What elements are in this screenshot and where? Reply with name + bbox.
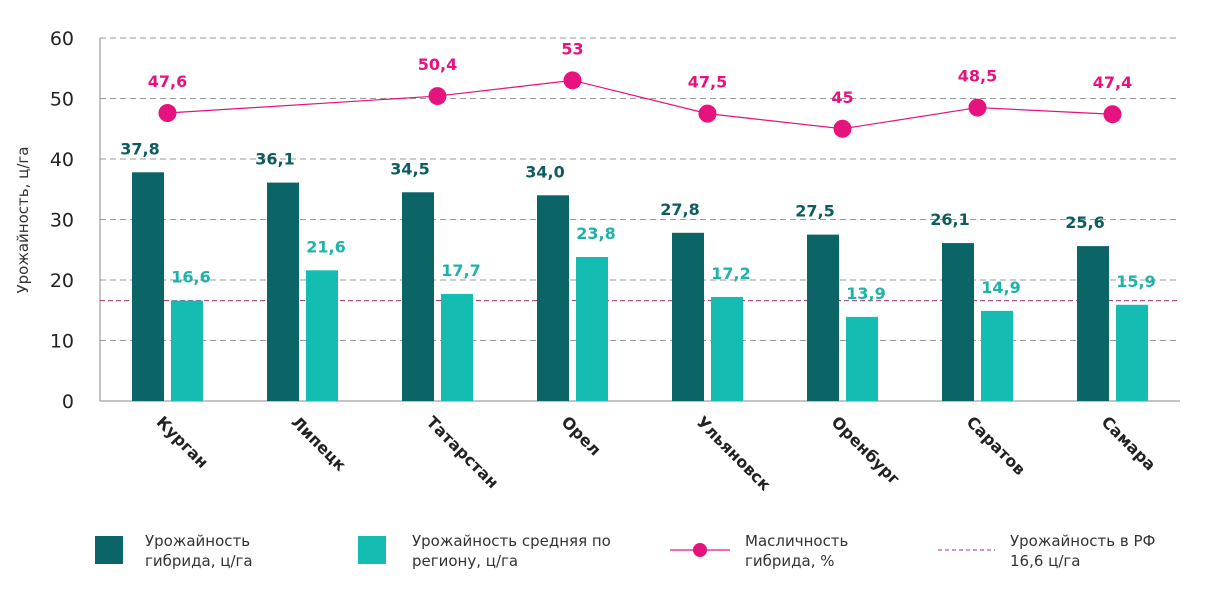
line-point: [563, 71, 582, 90]
y-tick-label: 60: [50, 28, 74, 50]
bar: [846, 316, 878, 401]
x-tick-label: Ульяновск: [693, 412, 775, 494]
x-tick-label: Татарстан: [423, 412, 503, 492]
x-tick-label: Оренбург: [828, 412, 904, 488]
bar: [807, 234, 839, 401]
bar: [711, 296, 743, 401]
data-label: 25,6: [1065, 213, 1104, 232]
data-label: 13,9: [846, 284, 885, 303]
line-point: [833, 119, 852, 138]
bar: [441, 293, 473, 401]
y-tick-label: 40: [50, 149, 74, 171]
data-label: 34,0: [525, 162, 564, 181]
bar: [981, 310, 1013, 401]
x-tick-label: Курган: [153, 412, 213, 472]
y-tick-label: 30: [50, 210, 74, 232]
data-label: 17,7: [441, 261, 480, 280]
legend-label: Урожайность гибрида, ц/га: [145, 532, 253, 570]
data-label: 47,4: [1093, 73, 1132, 92]
bar: [576, 257, 608, 401]
legend-swatch: [358, 536, 386, 564]
legend-label: Масличность гибрида, %: [745, 532, 849, 570]
y-tick-label: 50: [50, 89, 74, 111]
bar: [306, 270, 338, 401]
data-label: 47,5: [688, 73, 727, 92]
data-label: 16,6: [171, 268, 210, 287]
data-label: 37,8: [120, 139, 159, 158]
data-label: 23,8: [576, 224, 615, 243]
legend-label: Урожайность в РФ 16,6 ц/га: [1010, 532, 1156, 570]
legend-swatch: [693, 543, 707, 557]
bar: [537, 195, 569, 401]
data-label: 45: [831, 88, 853, 107]
bar: [942, 243, 974, 401]
bar: [1077, 246, 1109, 401]
line-point: [968, 98, 987, 117]
bar: [132, 172, 164, 401]
data-label: 27,5: [795, 202, 834, 221]
data-label: 48,5: [958, 67, 997, 86]
data-label: 53: [561, 39, 583, 58]
data-label: 36,1: [255, 150, 294, 169]
y-tick-label: 10: [50, 331, 74, 353]
x-tick-label: Орел: [558, 412, 605, 459]
line-point: [158, 104, 177, 123]
line-point: [698, 104, 717, 123]
data-label: 27,8: [660, 200, 699, 219]
data-label: 15,9: [1116, 272, 1155, 291]
data-label: 26,1: [930, 210, 969, 229]
bar: [1116, 304, 1148, 401]
data-label: 34,5: [390, 159, 429, 178]
x-tick-label: Самара: [1098, 412, 1160, 474]
data-label: 50,4: [418, 55, 457, 74]
line-point: [428, 87, 447, 106]
y-tick-label: 20: [50, 270, 74, 292]
legend-swatch: [95, 536, 123, 564]
data-label: 47,6: [148, 72, 187, 91]
bar: [171, 300, 203, 401]
line-point: [1103, 105, 1122, 124]
data-label: 21,6: [306, 237, 345, 256]
bar: [672, 232, 704, 401]
bar: [267, 182, 299, 401]
legend-label: Урожайность средняя по региону, ц/га: [412, 532, 611, 570]
y-axis-label: Урожайность, ц/га: [14, 147, 32, 294]
x-tick-label: Липецк: [288, 412, 350, 474]
x-tick-label: Саратов: [963, 412, 1030, 479]
bar: [402, 192, 434, 401]
data-label: 14,9: [981, 278, 1020, 297]
y-tick-label: 0: [62, 391, 74, 413]
data-label: 17,2: [711, 264, 750, 283]
